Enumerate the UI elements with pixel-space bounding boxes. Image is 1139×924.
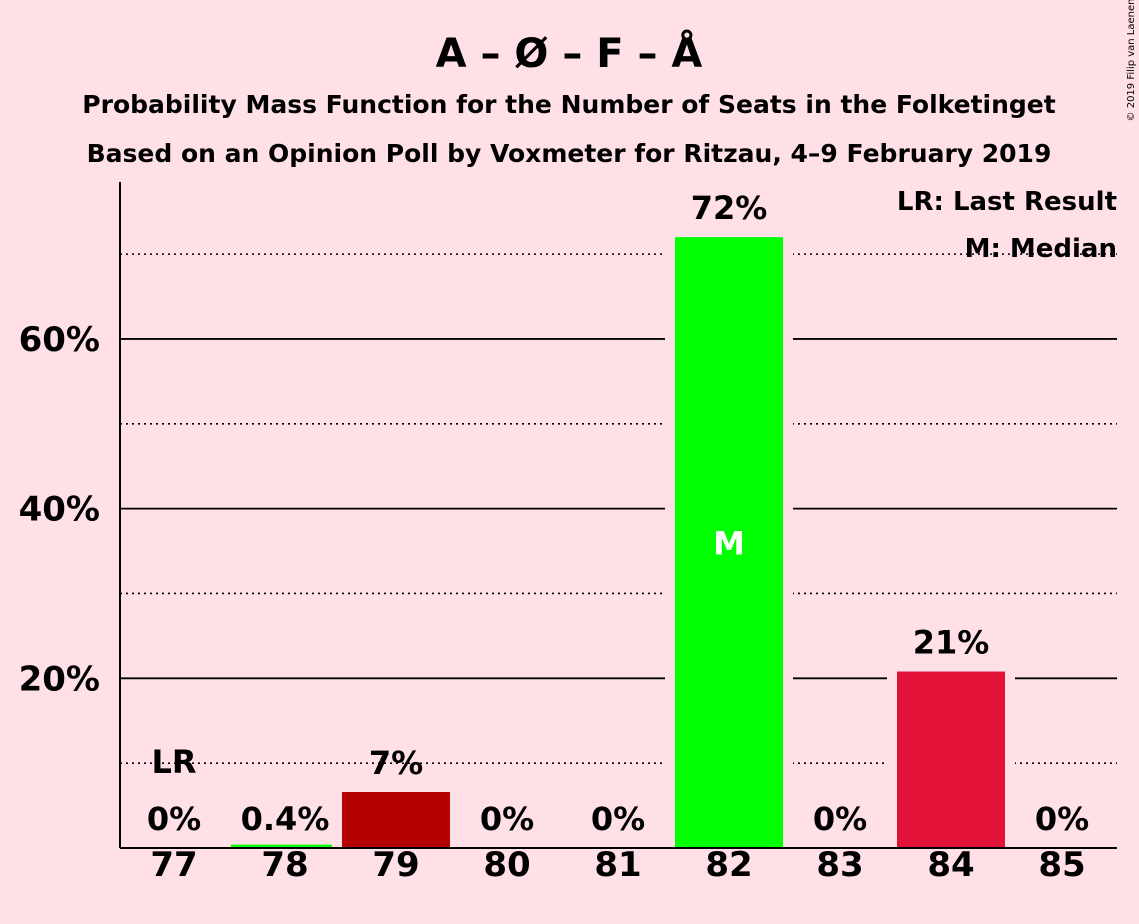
bar-78 [231, 844, 339, 848]
chart-subtitle-2: Based on an Opinion Poll by Voxmeter for… [87, 139, 1052, 168]
bar-84 [897, 671, 1005, 848]
labels: 20% 40% 60% 0% 77 0.4% 78 7% 79 0% 80 0% 81 72% 82 0% 83… [19, 189, 1090, 885]
x-tick-label-82: 82 [705, 845, 752, 885]
x-tick-label-84: 84 [927, 845, 974, 885]
value-label-77: 0% [147, 800, 201, 838]
x-tick-label-77: 77 [150, 845, 197, 885]
value-label-83: 0% [813, 800, 867, 838]
last-result-marker: LR [151, 743, 196, 781]
value-label-78: 0.4% [241, 800, 330, 838]
legend-last-result: LR: Last Result [897, 187, 1117, 217]
x-tick-label-80: 80 [483, 845, 530, 885]
value-label-81: 0% [591, 800, 645, 838]
x-tick-label-83: 83 [816, 845, 863, 885]
x-tick-label-85: 85 [1038, 845, 1085, 885]
value-label-82: 72% [691, 189, 768, 227]
x-tick-label-79: 79 [372, 845, 419, 885]
chart-title: A – Ø – F – Å [436, 28, 703, 77]
median-marker: M [713, 525, 745, 563]
bar-79 [342, 792, 450, 848]
value-label-79: 7% [369, 744, 423, 782]
y-tick-label: 60% [19, 320, 100, 360]
y-tick-label: 40% [19, 490, 100, 530]
chart-subtitle-1: Probability Mass Function for the Number… [82, 90, 1055, 119]
legend-median: M: Median [965, 234, 1117, 264]
value-label-80: 0% [480, 800, 534, 838]
copyright-notice: © 2019 Filip van Laenen [1126, 0, 1137, 121]
value-label-84: 21% [913, 624, 990, 662]
value-label-85: 0% [1035, 800, 1089, 838]
y-tick-label: 20% [19, 659, 100, 699]
bar-82 [675, 237, 783, 849]
axes [119, 182, 1117, 849]
bars [221, 237, 1015, 849]
x-tick-label-81: 81 [594, 845, 641, 885]
x-tick-label-78: 78 [261, 845, 308, 885]
